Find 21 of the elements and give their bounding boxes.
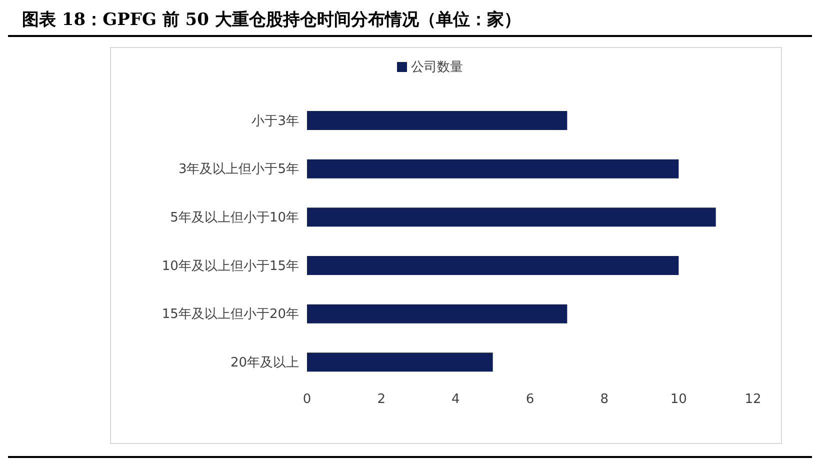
chart-title: 图表 18：GPFG 前 50 大重仓股持仓时间分布情况（单位：家） [8, 8, 812, 37]
bar [307, 352, 493, 372]
y-tick-label: 10年及以上但小于15年 [162, 258, 299, 274]
x-tick-label: 10 [670, 392, 687, 408]
bar [307, 256, 679, 275]
y-tick-label: 小于3年 [252, 114, 299, 129]
x-tick-label: 8 [600, 392, 608, 408]
bar [307, 159, 679, 178]
bar [307, 304, 568, 324]
x-tick-label: 4 [452, 392, 460, 408]
y-tick-label: 15年及以上但小于20年 [162, 307, 299, 322]
bar [307, 111, 568, 130]
x-tick-label: 12 [744, 392, 762, 408]
y-tick-label: 3年及以上但小于5年 [178, 162, 299, 178]
legend-label: 公司数量 [411, 60, 463, 75]
x-tick-label: 6 [526, 392, 534, 408]
y-tick-label: 5年及以上但小于10年 [170, 210, 299, 226]
x-tick-label: 0 [302, 392, 312, 408]
x-tick-label: 2 [377, 392, 386, 408]
y-tick-label: 20年及以上 [230, 355, 299, 370]
bar [307, 208, 716, 227]
